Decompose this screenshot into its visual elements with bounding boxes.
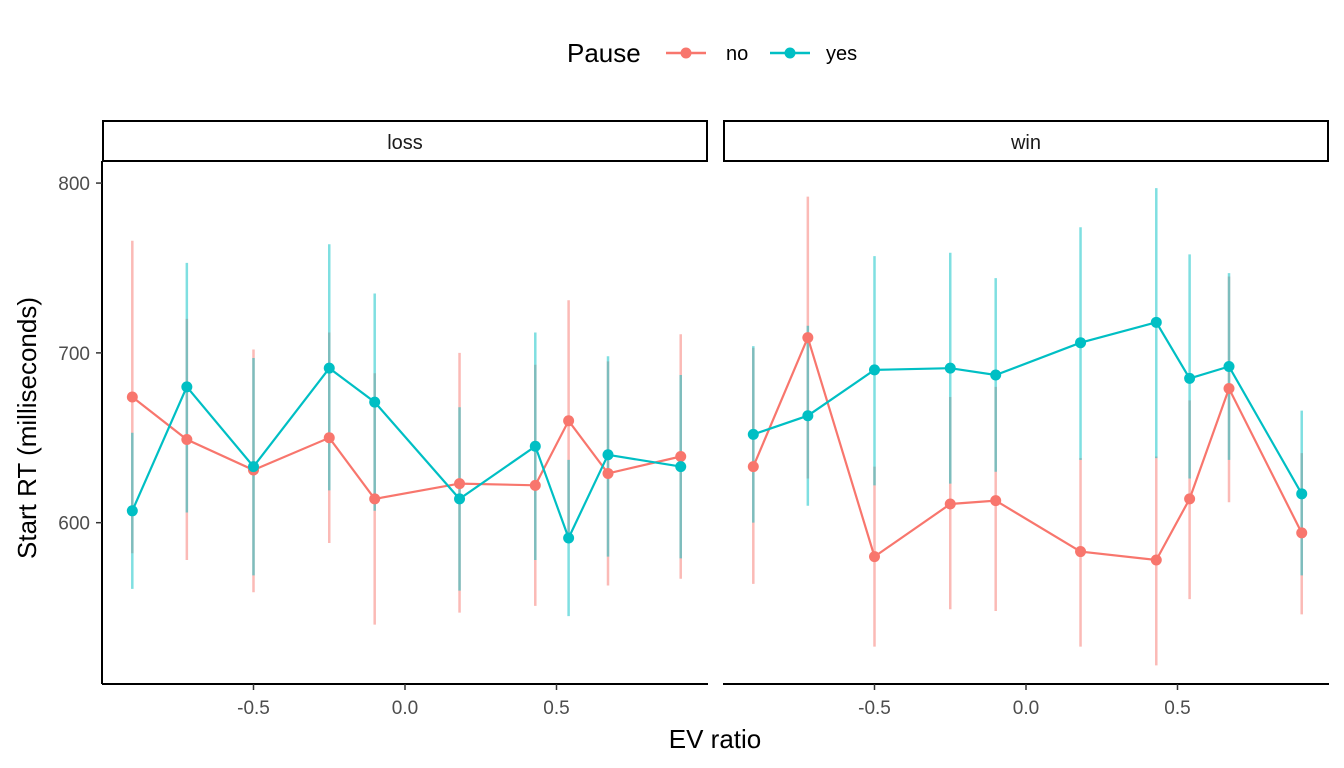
data-point-yes xyxy=(529,440,541,452)
data-point-no xyxy=(563,415,575,427)
data-point-no xyxy=(675,450,687,462)
y-tick-label: 800 xyxy=(58,174,90,195)
legend-key-yes xyxy=(770,47,810,59)
data-point-no xyxy=(323,432,335,444)
legend-label-no: no xyxy=(726,43,748,65)
series-line-no xyxy=(131,396,681,501)
panel-win: -0.5 0.0 0.5 xyxy=(723,188,1329,719)
data-point-yes xyxy=(990,369,1002,381)
data-point-yes xyxy=(802,410,814,422)
data-point-yes xyxy=(869,364,880,376)
x-axis-title: EV ratio xyxy=(669,724,762,754)
data-point-no xyxy=(1184,493,1196,505)
series-line-yes xyxy=(752,321,1303,495)
data-point-no xyxy=(1075,546,1087,558)
data-point-no xyxy=(990,495,1002,507)
data-point-no xyxy=(802,332,814,344)
data-point-yes xyxy=(369,396,381,408)
data-point-yes xyxy=(248,461,259,473)
data-point-yes xyxy=(563,532,575,544)
data-point-no xyxy=(747,461,759,473)
data-point-no xyxy=(181,433,193,445)
data-point-yes xyxy=(1184,372,1196,384)
series-line-yes xyxy=(131,366,681,541)
legend: Pause no yes xyxy=(567,38,857,68)
data-point-no xyxy=(369,493,381,505)
x-tick-label: -0.5 xyxy=(237,698,270,719)
data-point-no xyxy=(1296,527,1308,539)
data-point-yes xyxy=(602,449,614,461)
data-point-no xyxy=(1223,383,1235,395)
x-tick-label: 0.0 xyxy=(1013,698,1039,719)
data-point-no xyxy=(602,467,614,479)
data-point-yes xyxy=(323,362,335,374)
data-point-yes xyxy=(1296,488,1308,500)
data-point-yes xyxy=(944,362,956,374)
x-tick-label: 0.0 xyxy=(392,698,418,719)
data-point-no xyxy=(869,551,880,563)
y-tick-label: 700 xyxy=(58,344,90,365)
facet-strip-loss: loss xyxy=(102,120,708,162)
legend-label-yes: yes xyxy=(826,43,857,65)
data-point-no xyxy=(454,478,466,490)
data-point-no xyxy=(529,479,541,491)
panel-loss: 600 700 800 -0.5 0.0 0.5 xyxy=(58,161,708,719)
x-tick-label: -0.5 xyxy=(858,698,891,719)
facet-strip-win: win xyxy=(723,120,1329,162)
x-tick-label: 0.5 xyxy=(1164,698,1190,719)
data-point-yes xyxy=(454,493,466,505)
facet-label-win: win xyxy=(1010,132,1041,154)
data-point-no xyxy=(1150,554,1162,566)
data-point-yes xyxy=(1150,316,1162,328)
data-point-yes xyxy=(1223,360,1235,372)
data-point-yes xyxy=(1075,337,1087,349)
data-point-no xyxy=(126,391,138,403)
x-tick-label: 0.5 xyxy=(543,698,569,719)
legend-title: Pause xyxy=(567,38,641,68)
data-point-yes xyxy=(126,505,138,517)
series-line-no xyxy=(752,334,1303,562)
legend-key-no xyxy=(666,47,706,59)
data-point-yes xyxy=(675,461,687,473)
y-tick-label: 600 xyxy=(58,514,90,535)
y-axis-title: Start RT (milliseconds) xyxy=(12,297,42,559)
data-point-yes xyxy=(181,381,193,393)
data-point-yes xyxy=(747,428,759,440)
facet-label-loss: loss xyxy=(387,132,423,154)
data-point-no xyxy=(944,498,956,510)
